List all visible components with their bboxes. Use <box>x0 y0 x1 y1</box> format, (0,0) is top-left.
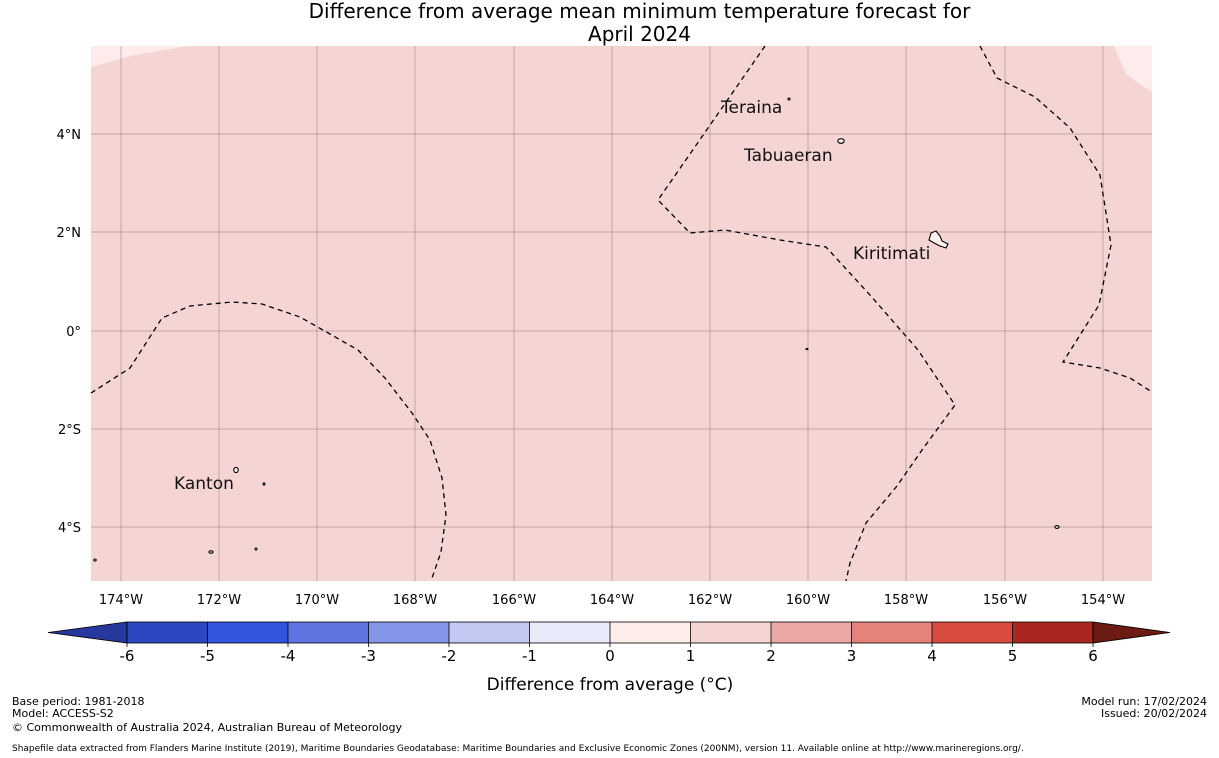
island-small-4 <box>93 558 97 562</box>
lon-tick: 174°W <box>99 593 143 608</box>
contour-west <box>90 301 447 582</box>
graticule <box>91 46 1152 581</box>
island-small-1 <box>262 482 266 486</box>
colorbar-segment <box>771 622 852 643</box>
colorbar-segment <box>207 622 289 643</box>
lat-tick: 4°S <box>58 521 81 536</box>
colorbar-tick-label: -4 <box>281 647 296 665</box>
island-small-3 <box>254 547 258 551</box>
lat-tick: 2°N <box>57 226 82 241</box>
lon-tick: 156°W <box>983 593 1027 608</box>
map-fill <box>91 46 1152 581</box>
colorbar-tick-label: 0 <box>605 647 615 665</box>
colorbar-tick-label: 4 <box>927 647 937 665</box>
colorbar-segment <box>127 622 208 643</box>
copyright: © Commonwealth of Australia 2024, Austra… <box>12 721 402 734</box>
colorbar-segment <box>1012 622 1094 643</box>
lon-tick: 160°W <box>786 593 830 608</box>
island-tabuaeran <box>837 138 845 144</box>
islands <box>93 97 1060 562</box>
colorbar-extend-high <box>1092 621 1171 644</box>
lon-tick: 170°W <box>295 593 339 608</box>
colorbar-tick-label: 3 <box>847 647 857 665</box>
colorbar-segment <box>690 622 772 643</box>
light-region-top-left <box>91 46 188 67</box>
title-line-2: April 2024 <box>588 22 691 46</box>
lon-tick: 172°W <box>197 593 241 608</box>
island-teraina <box>787 97 791 101</box>
lat-axis: 4°N 2°N 0° 2°S 4°S <box>57 128 82 536</box>
lon-tick: 164°W <box>590 593 634 608</box>
colorbar-label: Difference from average (°C) <box>487 675 734 695</box>
colorbar-tick-label: 6 <box>1088 647 1098 665</box>
place-label-teraina: Teraina <box>720 98 782 118</box>
shapefile-credit: Shapefile data extracted from Flanders M… <box>12 744 1024 754</box>
colorbar-tick-label: 5 <box>1008 647 1018 665</box>
title-line-1: Difference from average mean minimum tem… <box>308 0 971 23</box>
model-name: Model: ACCESS-S2 <box>12 707 114 720</box>
colorbar-tick-label: -5 <box>200 647 215 665</box>
colorbar-segment <box>288 622 369 643</box>
island-small-6 <box>1054 525 1060 529</box>
contour-east <box>979 45 1153 393</box>
model-run: Model run: 17/02/2024 <box>1081 695 1207 708</box>
colorbar-segment <box>529 622 611 643</box>
contour-central <box>657 45 956 582</box>
island-small-5 <box>805 347 809 351</box>
contour-lines <box>90 45 1153 582</box>
lon-tick: 154°W <box>1081 593 1125 608</box>
colorbar-tick-label: -2 <box>442 647 457 665</box>
base-period: Base period: 1981-2018 <box>12 695 145 708</box>
place-label-kiritimati: Kiritimati <box>853 244 930 264</box>
lat-tick: 4°N <box>57 128 82 143</box>
colorbar <box>47 621 1171 647</box>
chart-title: Difference from average mean minimum tem… <box>0 0 1219 46</box>
colorbar-segment <box>932 622 1013 643</box>
lon-tick: 158°W <box>884 593 928 608</box>
colorbar-segment <box>449 622 530 643</box>
colorbar-tick-label: -6 <box>120 647 135 665</box>
lon-axis: 174°W 172°W 170°W 168°W 166°W 164°W 162°… <box>99 593 1125 608</box>
colorbar-extend-low <box>47 621 128 644</box>
colorbar-tick-label: 2 <box>766 647 776 665</box>
lon-tick: 162°W <box>688 593 732 608</box>
colorbar-tick-labels: -6 -5 -4 -3 -2 -1 0 1 2 3 4 5 6 <box>120 647 1098 665</box>
colorbar-tick-label: -1 <box>522 647 537 665</box>
issued-date: Issued: 20/02/2024 <box>1100 707 1207 720</box>
lat-tick: 2°S <box>58 423 81 438</box>
colorbar-segment <box>610 622 691 643</box>
place-label-tabuaeran: Tabuaeran <box>743 146 833 166</box>
island-small-2 <box>208 550 214 554</box>
colorbar-segment <box>368 622 450 643</box>
place-label-kanton: Kanton <box>174 474 234 494</box>
light-region-top-right <box>1114 46 1152 92</box>
island-kanton <box>233 466 239 474</box>
colorbar-segment <box>851 622 933 643</box>
colorbar-tick-label: 1 <box>686 647 696 665</box>
lon-tick: 166°W <box>492 593 536 608</box>
lat-tick: 0° <box>66 325 81 340</box>
colorbar-tick-label: -3 <box>361 647 376 665</box>
island-kiritimati <box>928 230 949 249</box>
lon-tick: 168°W <box>393 593 437 608</box>
